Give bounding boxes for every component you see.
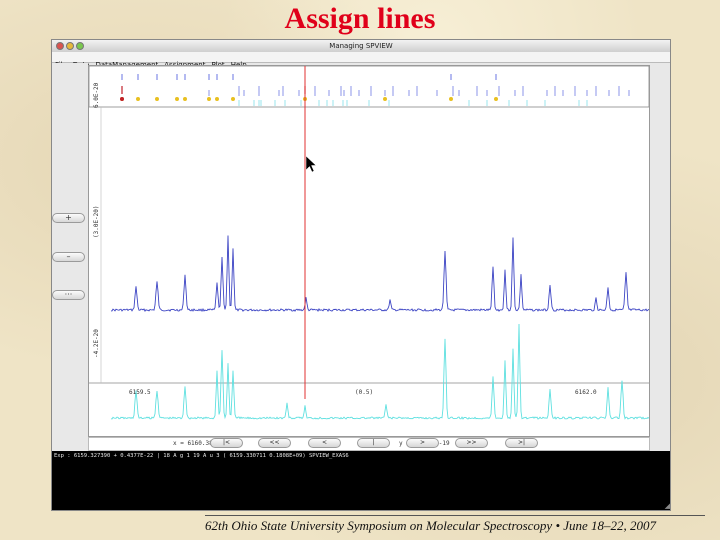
upper-ymax-label: 6.0E-20 [93,82,100,108]
zoom-window-button[interactable] [76,42,84,50]
upper-ymid-label: (3.0E-20) [93,205,100,238]
stick-yellow-mark[interactable] [494,97,498,101]
footer-caption: 62th Ohio State University Symposium on … [205,518,657,533]
observed-spectrum-line [111,235,649,313]
stick-yellow-mark[interactable] [155,97,159,101]
simulated-spectrum-line [110,323,649,420]
nav-first-button[interactable]: |< [210,438,243,448]
spview-window: Managing SPVIEW FileDataDataManagementAs… [51,39,671,511]
slide-title: Assign lines [284,2,436,35]
stick-yellow-mark[interactable] [383,97,387,101]
stick-red-mark[interactable] [120,97,124,101]
zoom-in-button[interactable]: + [52,213,85,223]
close-window-button[interactable] [56,42,64,50]
footer-rule [205,515,705,516]
stick-yellow-mark[interactable] [231,97,235,101]
stick-yellow-mark[interactable] [183,97,187,101]
x-tick-end: 6162.0 [575,389,597,396]
nav-fast-forward-button[interactable]: >> [455,438,488,448]
resize-grip-icon[interactable]: ◢ [664,502,670,510]
zoom-reset-button[interactable]: ··· [52,290,85,300]
console-output[interactable]: Exp : 6159.327390 + 0.4377E-22 | 18 A g … [52,451,670,510]
zoom-control-panel: + – ··· [52,63,88,469]
nav-last-button[interactable]: >| [505,438,538,448]
console-line: Exp : 6159.327390 + 0.4377E-22 | 18 A g … [54,453,349,459]
stick-yellow-mark[interactable] [175,97,179,101]
lower-y-label: -4.2E-20 [93,329,100,358]
stick-yellow-mark[interactable] [215,97,219,101]
zoom-out-button[interactable]: – [52,252,85,262]
minimize-window-button[interactable] [66,42,74,50]
spectrum-plot[interactable]: 6.0E-20 (3.0E-20) -4.2E-20 6159.5 (0.5) … [88,65,650,437]
stick-yellow-mark[interactable] [449,97,453,101]
menu-bar: FileDataDataManagementAssignmentPlotHelp [52,52,670,69]
window-title: Managing SPVIEW [329,42,393,50]
stick-yellow-mark[interactable] [136,97,140,101]
cursor-x-value: x = 6160.388063 [173,440,228,447]
nav-fast-back-button[interactable]: << [258,438,291,448]
mouse-pointer-icon [305,155,317,173]
stick-yellow-mark[interactable] [207,97,211,101]
nav-forward-button[interactable]: > [406,438,439,448]
x-tick-step: (0.5) [355,389,373,396]
x-tick-start: 6159.5 [129,389,151,396]
nav-center-button[interactable]: | [357,438,390,448]
nav-back-button[interactable]: < [308,438,341,448]
